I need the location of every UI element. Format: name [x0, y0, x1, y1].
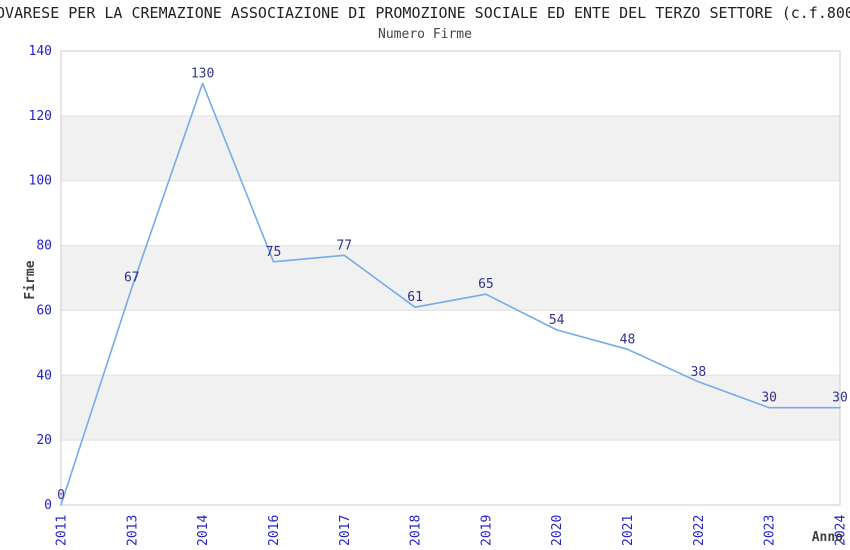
data-label: 0	[57, 488, 65, 503]
y-axis-title: Firme	[23, 260, 38, 299]
data-label: 65	[478, 277, 494, 292]
data-label: 61	[407, 290, 423, 305]
data-label: 67	[124, 271, 140, 286]
x-tick-label: 2016	[267, 515, 282, 546]
series-line	[60, 82, 841, 506]
x-tick-label: 2021	[621, 515, 636, 546]
x-tick-label: 2020	[550, 515, 565, 546]
data-label: 130	[191, 66, 214, 81]
x-tick-label: 2024	[834, 515, 849, 546]
x-axis-title: Anno	[812, 530, 843, 545]
data-label: 54	[549, 313, 565, 328]
data-label: 30	[832, 391, 848, 406]
plot-band	[61, 115, 840, 181]
plot-band	[61, 245, 840, 311]
y-tick-label: 0	[44, 498, 52, 513]
y-tick-label: 20	[36, 433, 52, 448]
y-tick-label: 140	[29, 44, 52, 59]
data-label: 48	[620, 332, 636, 347]
y-tick-label: 120	[29, 109, 52, 124]
x-tick-label: 2022	[692, 515, 707, 546]
y-tick-label: 40	[36, 368, 52, 383]
y-tick-label: 80	[36, 239, 52, 254]
chart-title: OVARESE PER LA CREMAZIONE ASSOCIAZIONE D…	[0, 4, 850, 22]
data-label: 77	[336, 238, 352, 253]
x-tick-label: 2014	[196, 515, 211, 546]
plot-band	[61, 375, 840, 441]
chart-subtitle: Numero Firme	[378, 27, 472, 42]
x-tick-label: 2023	[763, 515, 778, 546]
plot-border	[60, 50, 841, 506]
x-tick-label: 2013	[125, 515, 140, 546]
data-label: 75	[266, 245, 282, 260]
x-tick-label: 2011	[55, 515, 70, 546]
data-label: 30	[761, 391, 777, 406]
data-label: 38	[691, 365, 707, 380]
x-tick-label: 2019	[479, 515, 494, 546]
y-tick-label: 100	[29, 174, 52, 189]
y-tick-label: 60	[36, 303, 52, 318]
x-tick-label: 2018	[409, 515, 424, 546]
x-tick-label: 2017	[338, 515, 353, 546]
